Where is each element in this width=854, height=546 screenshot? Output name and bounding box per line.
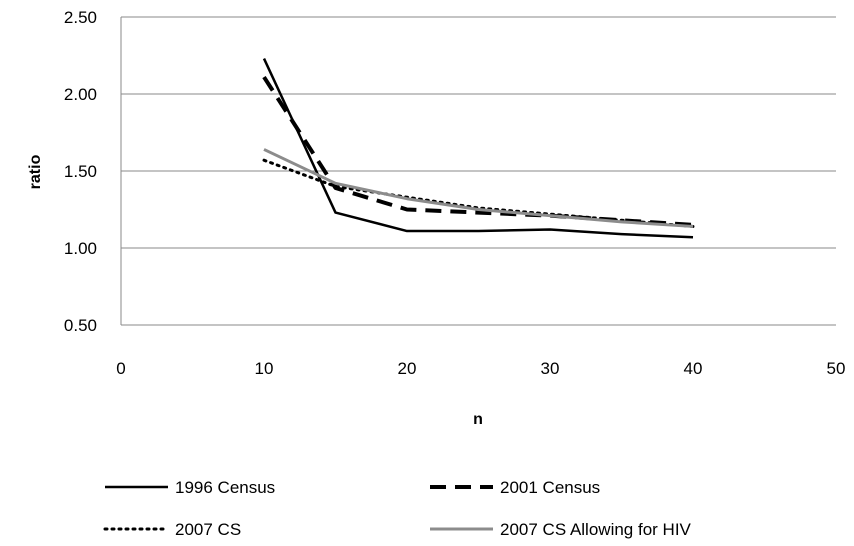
axes: [120, 17, 836, 326]
y-tick-label: 0.50: [64, 316, 97, 335]
legend-label-3: 2007 CS: [175, 520, 241, 539]
legend-label-4: 2007 CS Allowing for HIV: [500, 520, 692, 539]
series-line-3: [262, 158, 695, 228]
series-line-1: [262, 58, 694, 239]
y-tick-label: 2.50: [64, 8, 97, 27]
y-tick-label: 1.00: [64, 239, 97, 258]
x-tick-labels: 0 10 20 30 40 50: [116, 359, 845, 378]
legend-label-2: 2001 Census: [500, 478, 600, 497]
x-tick-label: 0: [116, 359, 125, 378]
data-series: [262, 58, 695, 239]
y-axis-title: ratio: [27, 154, 44, 189]
x-tick-label: 40: [684, 359, 703, 378]
x-tick-label: 10: [255, 359, 274, 378]
y-tick-label: 2.00: [64, 85, 97, 104]
x-tick-label: 50: [827, 359, 846, 378]
series-line-4: [263, 148, 694, 228]
legend-label-1: 1996 Census: [175, 478, 275, 497]
series-line-2: [262, 75, 694, 227]
x-axis-title: n: [473, 411, 483, 428]
legend: 1996 Census 2001 Census 2007 CS 2007 CS All…: [103, 478, 692, 539]
x-tick-label: 20: [398, 359, 417, 378]
gridlines: [121, 16, 836, 249]
y-tick-labels: 0.50 1.00 1.50 2.00 2.50: [64, 8, 97, 335]
x-tick-label: 30: [541, 359, 560, 378]
y-tick-label: 1.50: [64, 162, 97, 181]
